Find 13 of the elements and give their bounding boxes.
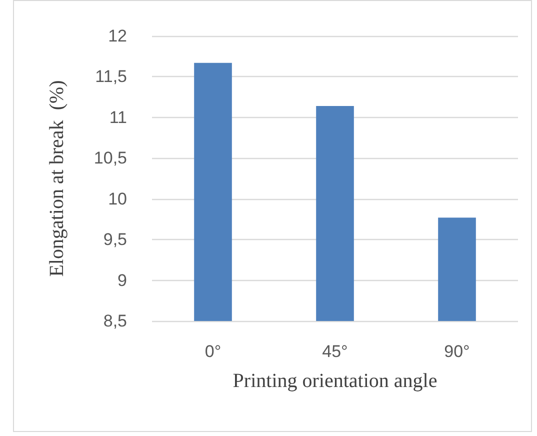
- y-tick-label: 9: [118, 270, 127, 290]
- y-tick-label: 9,5: [103, 230, 127, 250]
- x-axis-title: Printing orientation angle: [232, 370, 438, 392]
- y-tick-label: 10: [108, 189, 127, 208]
- y-axis-title: Elongation at break (%): [46, 80, 68, 277]
- y-tick-label: 10,5: [94, 148, 127, 168]
- x-tick-label: 90°: [444, 342, 470, 361]
- y-tick-label: 11,5: [95, 67, 127, 86]
- y-tick-label: 8,5: [103, 312, 127, 330]
- x-tick-label: 0°: [204, 342, 222, 361]
- x-tick-label: 45°: [322, 342, 348, 361]
- y-tick-label: 11: [109, 108, 127, 127]
- y-tick-label: 12: [108, 26, 127, 46]
